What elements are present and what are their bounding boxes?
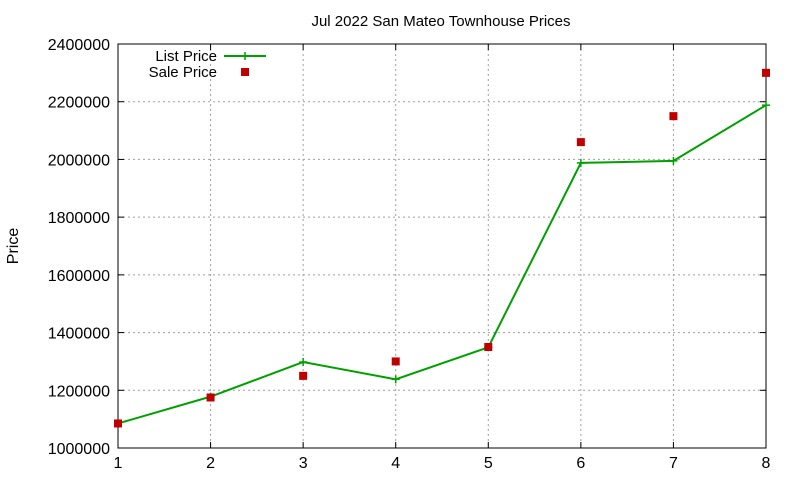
y-axis-label: Price bbox=[5, 228, 22, 265]
sale-price-point bbox=[299, 371, 308, 380]
sale-price-point bbox=[576, 138, 585, 147]
axis-ticks: 1 2 3 4 5 6 7 8 1000000 1200000 1400000 1600000 1800… bbox=[48, 37, 771, 472]
y-tick-label: 1200000 bbox=[48, 383, 110, 400]
x-tick-label: 7 bbox=[669, 455, 678, 472]
x-tick-label: 1 bbox=[114, 455, 123, 472]
list-price-point bbox=[762, 101, 770, 110]
chart-title: Jul 2022 San Mateo Townhouse Prices bbox=[311, 13, 570, 30]
y-tick-label: 1600000 bbox=[48, 268, 110, 285]
y-tick-label: 2200000 bbox=[48, 95, 110, 112]
sale-price-point bbox=[391, 357, 400, 366]
sale-price-point bbox=[484, 343, 493, 351]
x-tick-label: 5 bbox=[484, 455, 493, 472]
plot-frame bbox=[117, 43, 767, 449]
sale-price-point bbox=[762, 68, 770, 77]
sale-price-point bbox=[669, 112, 678, 121]
list-price-point bbox=[576, 158, 585, 167]
list-price-point bbox=[299, 358, 308, 367]
legend-label-0: List Price bbox=[155, 48, 217, 65]
x-tick-label: 8 bbox=[762, 455, 771, 472]
y-tick-label: 1400000 bbox=[48, 326, 110, 343]
grid bbox=[118, 44, 766, 448]
list-price-point bbox=[669, 156, 678, 165]
x-tick-label: 3 bbox=[299, 455, 308, 472]
legend-square-sample bbox=[241, 68, 249, 76]
list-price-point bbox=[391, 375, 400, 384]
y-tick-label: 1800000 bbox=[48, 210, 110, 227]
y-tick-label: 2000000 bbox=[48, 152, 110, 169]
x-tick-label: 2 bbox=[206, 455, 215, 472]
legend-label-1: Sale Price bbox=[149, 64, 217, 81]
sale-price-point bbox=[114, 419, 122, 428]
y-tick-label: 2400000 bbox=[48, 37, 110, 54]
sale-price-point bbox=[206, 393, 215, 402]
series bbox=[114, 68, 770, 428]
x-tick-label: 6 bbox=[576, 455, 585, 472]
x-tick-label: 4 bbox=[391, 455, 400, 472]
list-price-line bbox=[117, 104, 767, 425]
y-tick-label: 1000000 bbox=[48, 441, 110, 458]
legend-plus-sample bbox=[241, 52, 249, 60]
